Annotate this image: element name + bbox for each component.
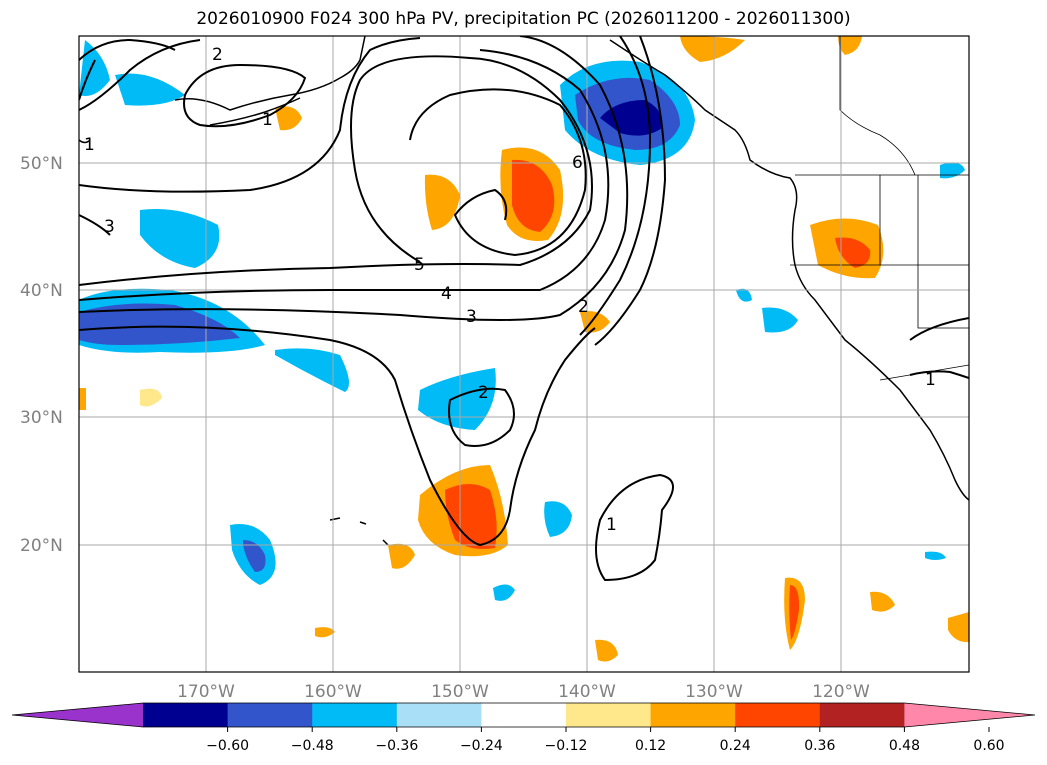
precip-blob [600,100,663,136]
precip-blob [762,307,798,333]
contour-label: 3 [104,217,115,237]
lat-tick-label: 40°N [20,281,63,301]
precip-blob [424,174,460,230]
precip-blob [940,162,965,179]
colorbar-tick-label: −0.36 [375,738,418,754]
colorbar-segment [735,703,821,727]
precip-blob [493,584,515,601]
precip-blob [140,388,162,407]
lon-tick-label: 150°W [431,682,489,702]
colorbar: −0.60 −0.48 −0.36 −0.24 −0.12 0.12 0.24 0.36 0.4… [11,702,1036,754]
lat-tick-labels: 50°N 40°N 30°N 20°N [20,154,63,556]
lon-tick-labels: 170°W 160°W 150°W 140°W 130°W 120°W [177,682,870,702]
contour-label: 1 [262,110,273,130]
colorbar-tick-label: −0.24 [460,738,503,754]
lon-tick-label: 130°W [685,682,743,702]
precip-blob [275,106,302,131]
map-title: 2026010900 F024 300 hPa PV, precipitatio… [196,9,851,29]
contour-label: 2 [478,383,489,403]
colorbar-segment [481,703,567,727]
precip-blob [838,36,862,55]
precip-blob [835,237,871,268]
lon-tick-label: 140°W [558,682,616,702]
contour-label: 1 [606,515,617,535]
map-area: 2 1 3 6 5 4 3 2 2 1 1 1 [79,36,969,672]
lat-tick-label: 20°N [20,536,63,556]
contour-label: 2 [212,45,223,65]
contour-label: 1 [84,135,95,155]
colorbar-extend-high [904,703,1035,727]
lon-tick-label: 120°W [812,682,870,702]
contour-label: 2 [578,297,589,317]
pv-contour-labels: 2 1 3 6 5 4 3 2 2 1 1 1 [84,45,936,535]
map-frame [78,35,970,673]
precip-blob [315,627,335,638]
precip-blob [243,540,266,572]
contour-label: 5 [414,255,425,275]
colorbar-segment [566,703,652,727]
contour-label: 1 [925,370,936,390]
precip-blob [275,348,349,392]
precip-shading [79,36,969,662]
precip-blob [736,288,752,302]
colorbar-outline [11,702,1036,728]
colorbar-tick-label: −0.60 [206,738,249,754]
colorbar-tick-label: 0.48 [889,738,920,754]
colorbar-segment [143,703,229,727]
precip-blob [445,484,497,549]
colorbar-tick-label: 0.36 [804,738,835,754]
colorbar-tick-label: 0.24 [720,738,751,754]
contour-label: 4 [441,284,452,304]
precip-blob [925,551,946,560]
precip-blob [870,591,895,612]
precip-blob [388,543,415,569]
precip-blob [79,303,240,345]
precip-blob [418,368,496,430]
colorbar-segment [819,703,905,727]
colorbar-segment [650,703,736,727]
colorbar-segment [396,703,482,727]
lon-tick-label: 160°W [304,682,362,702]
colorbar-tick-label: −0.48 [291,738,334,754]
colorbar-tick-label: 0.12 [635,738,666,754]
graticule [79,36,969,672]
precip-blob [948,612,969,643]
colorbar-segment [227,703,313,727]
precip-blob [544,501,572,537]
lat-tick-label: 50°N [20,154,63,174]
precip-blob [115,73,185,106]
colorbar-segment [312,703,398,727]
political-borders [790,36,969,381]
precip-blob [512,159,555,232]
precip-blob [79,388,86,410]
colorbar-tick-label: −0.12 [545,738,588,754]
precip-blob [140,209,220,268]
contour-label: 6 [572,153,583,173]
precip-blob [680,36,745,62]
coastlines [79,36,969,546]
precip-blob [595,639,618,662]
lon-tick-label: 170°W [177,682,235,702]
precip-blob [789,585,800,640]
colorbar-tick-label: 0.60 [973,738,1004,754]
colorbar-extend-low [12,703,143,727]
lat-tick-label: 30°N [20,408,63,428]
contour-label: 3 [466,307,477,327]
pv-contours [79,36,969,582]
